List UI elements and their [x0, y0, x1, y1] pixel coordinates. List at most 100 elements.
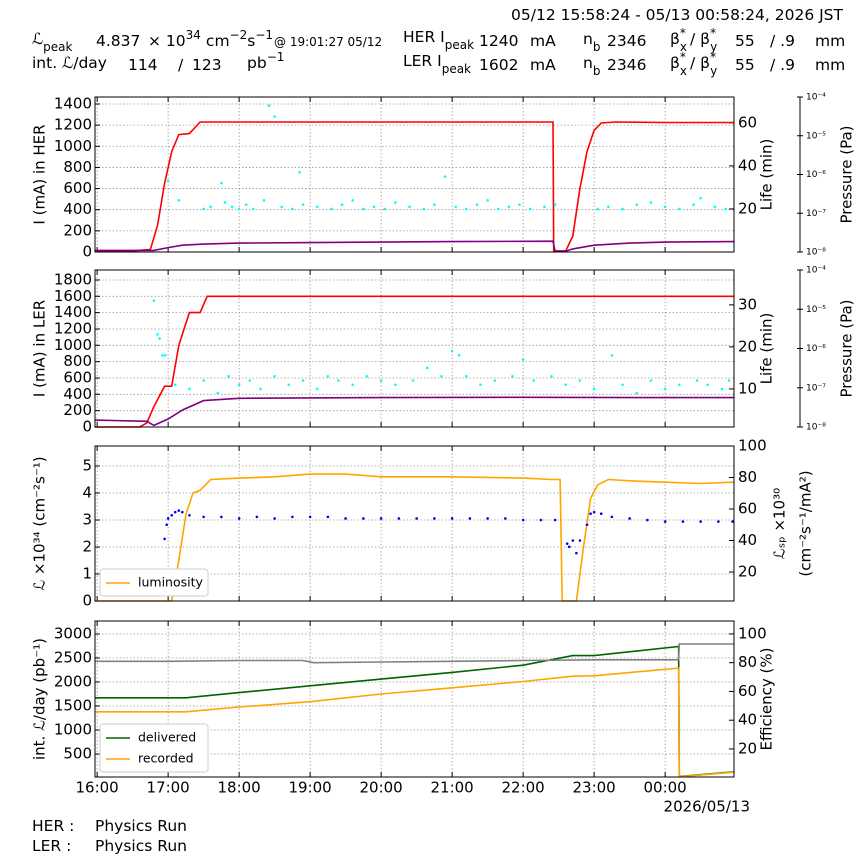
data-point	[571, 539, 575, 542]
data-point	[301, 203, 305, 206]
data-point	[379, 379, 383, 382]
her-mm: mm	[815, 32, 845, 50]
x-tick-label: 20:00	[360, 779, 403, 797]
ler-bunches: 2346	[607, 56, 646, 74]
data-point	[330, 207, 333, 211]
data-point	[408, 205, 411, 209]
y-tick-label: 500	[63, 745, 92, 763]
data-point	[170, 514, 173, 517]
l: x	[680, 64, 687, 78]
data-point	[450, 349, 454, 353]
x-tick-label: 19:00	[289, 779, 332, 797]
data-point	[599, 512, 603, 516]
her-beta-y: / .9	[770, 32, 795, 50]
y-tick-label: 800	[63, 158, 92, 176]
data-point	[340, 203, 344, 206]
data-point	[635, 203, 639, 206]
int-lum-label: int. ℒ/day	[32, 54, 107, 72]
l: β	[670, 30, 680, 48]
data-point	[397, 517, 401, 520]
y-tick-label: 1400	[54, 303, 92, 321]
data-point	[326, 515, 330, 519]
her-unit: mA	[530, 32, 556, 50]
data-point	[521, 518, 525, 522]
y2-tick-label: 40	[738, 531, 757, 549]
y-tick-label: 1000	[54, 336, 92, 354]
y2-tick-label: 60	[738, 500, 757, 518]
data-point	[592, 510, 596, 514]
data-point	[663, 205, 667, 209]
her-bunches: 2346	[607, 32, 646, 50]
y3-label: Pressure (Pa)	[838, 125, 856, 223]
data-point	[596, 207, 599, 211]
data-point	[465, 207, 468, 211]
data-point	[713, 205, 717, 209]
data-point	[543, 205, 546, 209]
int-lum-value2: 123	[192, 56, 222, 74]
data-point	[504, 517, 507, 520]
y-tick-label: 3000	[54, 625, 92, 643]
x-tick-label: 23:00	[573, 779, 616, 797]
data-point	[695, 379, 699, 382]
her-header: HER Ipeak 1240 mA nb 2346 β* x / β* y 55 / …	[403, 26, 845, 54]
y-tick-label: 4	[82, 483, 92, 501]
data-point	[287, 383, 291, 387]
data-point	[628, 517, 631, 520]
y-tick-label: 600	[63, 179, 92, 197]
y-tick-label: 1800	[54, 270, 92, 288]
data-point	[699, 196, 702, 200]
legend-label: recorded	[138, 751, 194, 766]
data-point	[166, 517, 170, 520]
y2-tick-label: 40	[738, 711, 757, 729]
her-label: HER Ipeak	[403, 28, 474, 52]
data-point	[475, 203, 479, 206]
data-point	[440, 375, 443, 378]
l: / β	[690, 30, 710, 48]
footer-ler-state: Physics Run	[95, 837, 187, 855]
y3-tick-label: 10⁻⁵	[806, 305, 826, 315]
y2-tick-label: 20	[738, 199, 757, 217]
data-point	[411, 379, 415, 382]
l: n	[583, 30, 593, 48]
plot-frame	[94, 445, 735, 602]
y2-label: (cm⁻²s⁻¹/mA²)	[797, 470, 815, 576]
plot-frame	[94, 620, 735, 778]
y-tick-label: 1200	[54, 116, 92, 134]
x-tick-label: 16:00	[76, 779, 119, 797]
data-point	[308, 515, 312, 519]
y-tick-label: 1600	[54, 287, 92, 305]
l: / β	[690, 54, 710, 72]
data-point	[663, 520, 667, 523]
x-tick-label: 18:00	[218, 779, 261, 797]
ler-unit: mA	[530, 56, 556, 74]
data-point	[454, 205, 457, 209]
data-point	[166, 179, 170, 183]
y2-tick-label: 20	[738, 739, 757, 757]
data-point	[248, 379, 252, 382]
data-point	[727, 379, 731, 382]
ler-beta-x: 55	[735, 56, 755, 74]
y-tick-label: 3	[82, 510, 92, 528]
y-tick-label: 600	[63, 368, 92, 386]
y3-tick-label: 10⁻⁷	[806, 209, 826, 219]
y-label: int. ℒ/day (pb⁻¹)	[31, 638, 49, 760]
y3-tick-label: 10⁻⁷	[806, 383, 826, 393]
y3-tick-label: 10⁻⁸	[806, 423, 826, 433]
data-point	[415, 517, 418, 520]
y-tick-label: 0	[82, 243, 92, 261]
data-point	[394, 201, 397, 204]
y2-tick-label: 20	[738, 337, 757, 355]
u: −2	[230, 28, 248, 42]
data-point	[621, 207, 624, 211]
y2-tick-label: 40	[738, 156, 757, 174]
data-point	[161, 354, 164, 357]
data-point	[173, 383, 177, 387]
int-lum-sep: /	[178, 56, 184, 74]
series-line	[95, 643, 734, 664]
data-point	[227, 375, 230, 378]
data-point	[291, 207, 294, 211]
data-point	[351, 199, 355, 202]
data-point	[273, 375, 276, 378]
y-tick-label: 2	[82, 537, 92, 555]
data-point	[592, 387, 596, 391]
